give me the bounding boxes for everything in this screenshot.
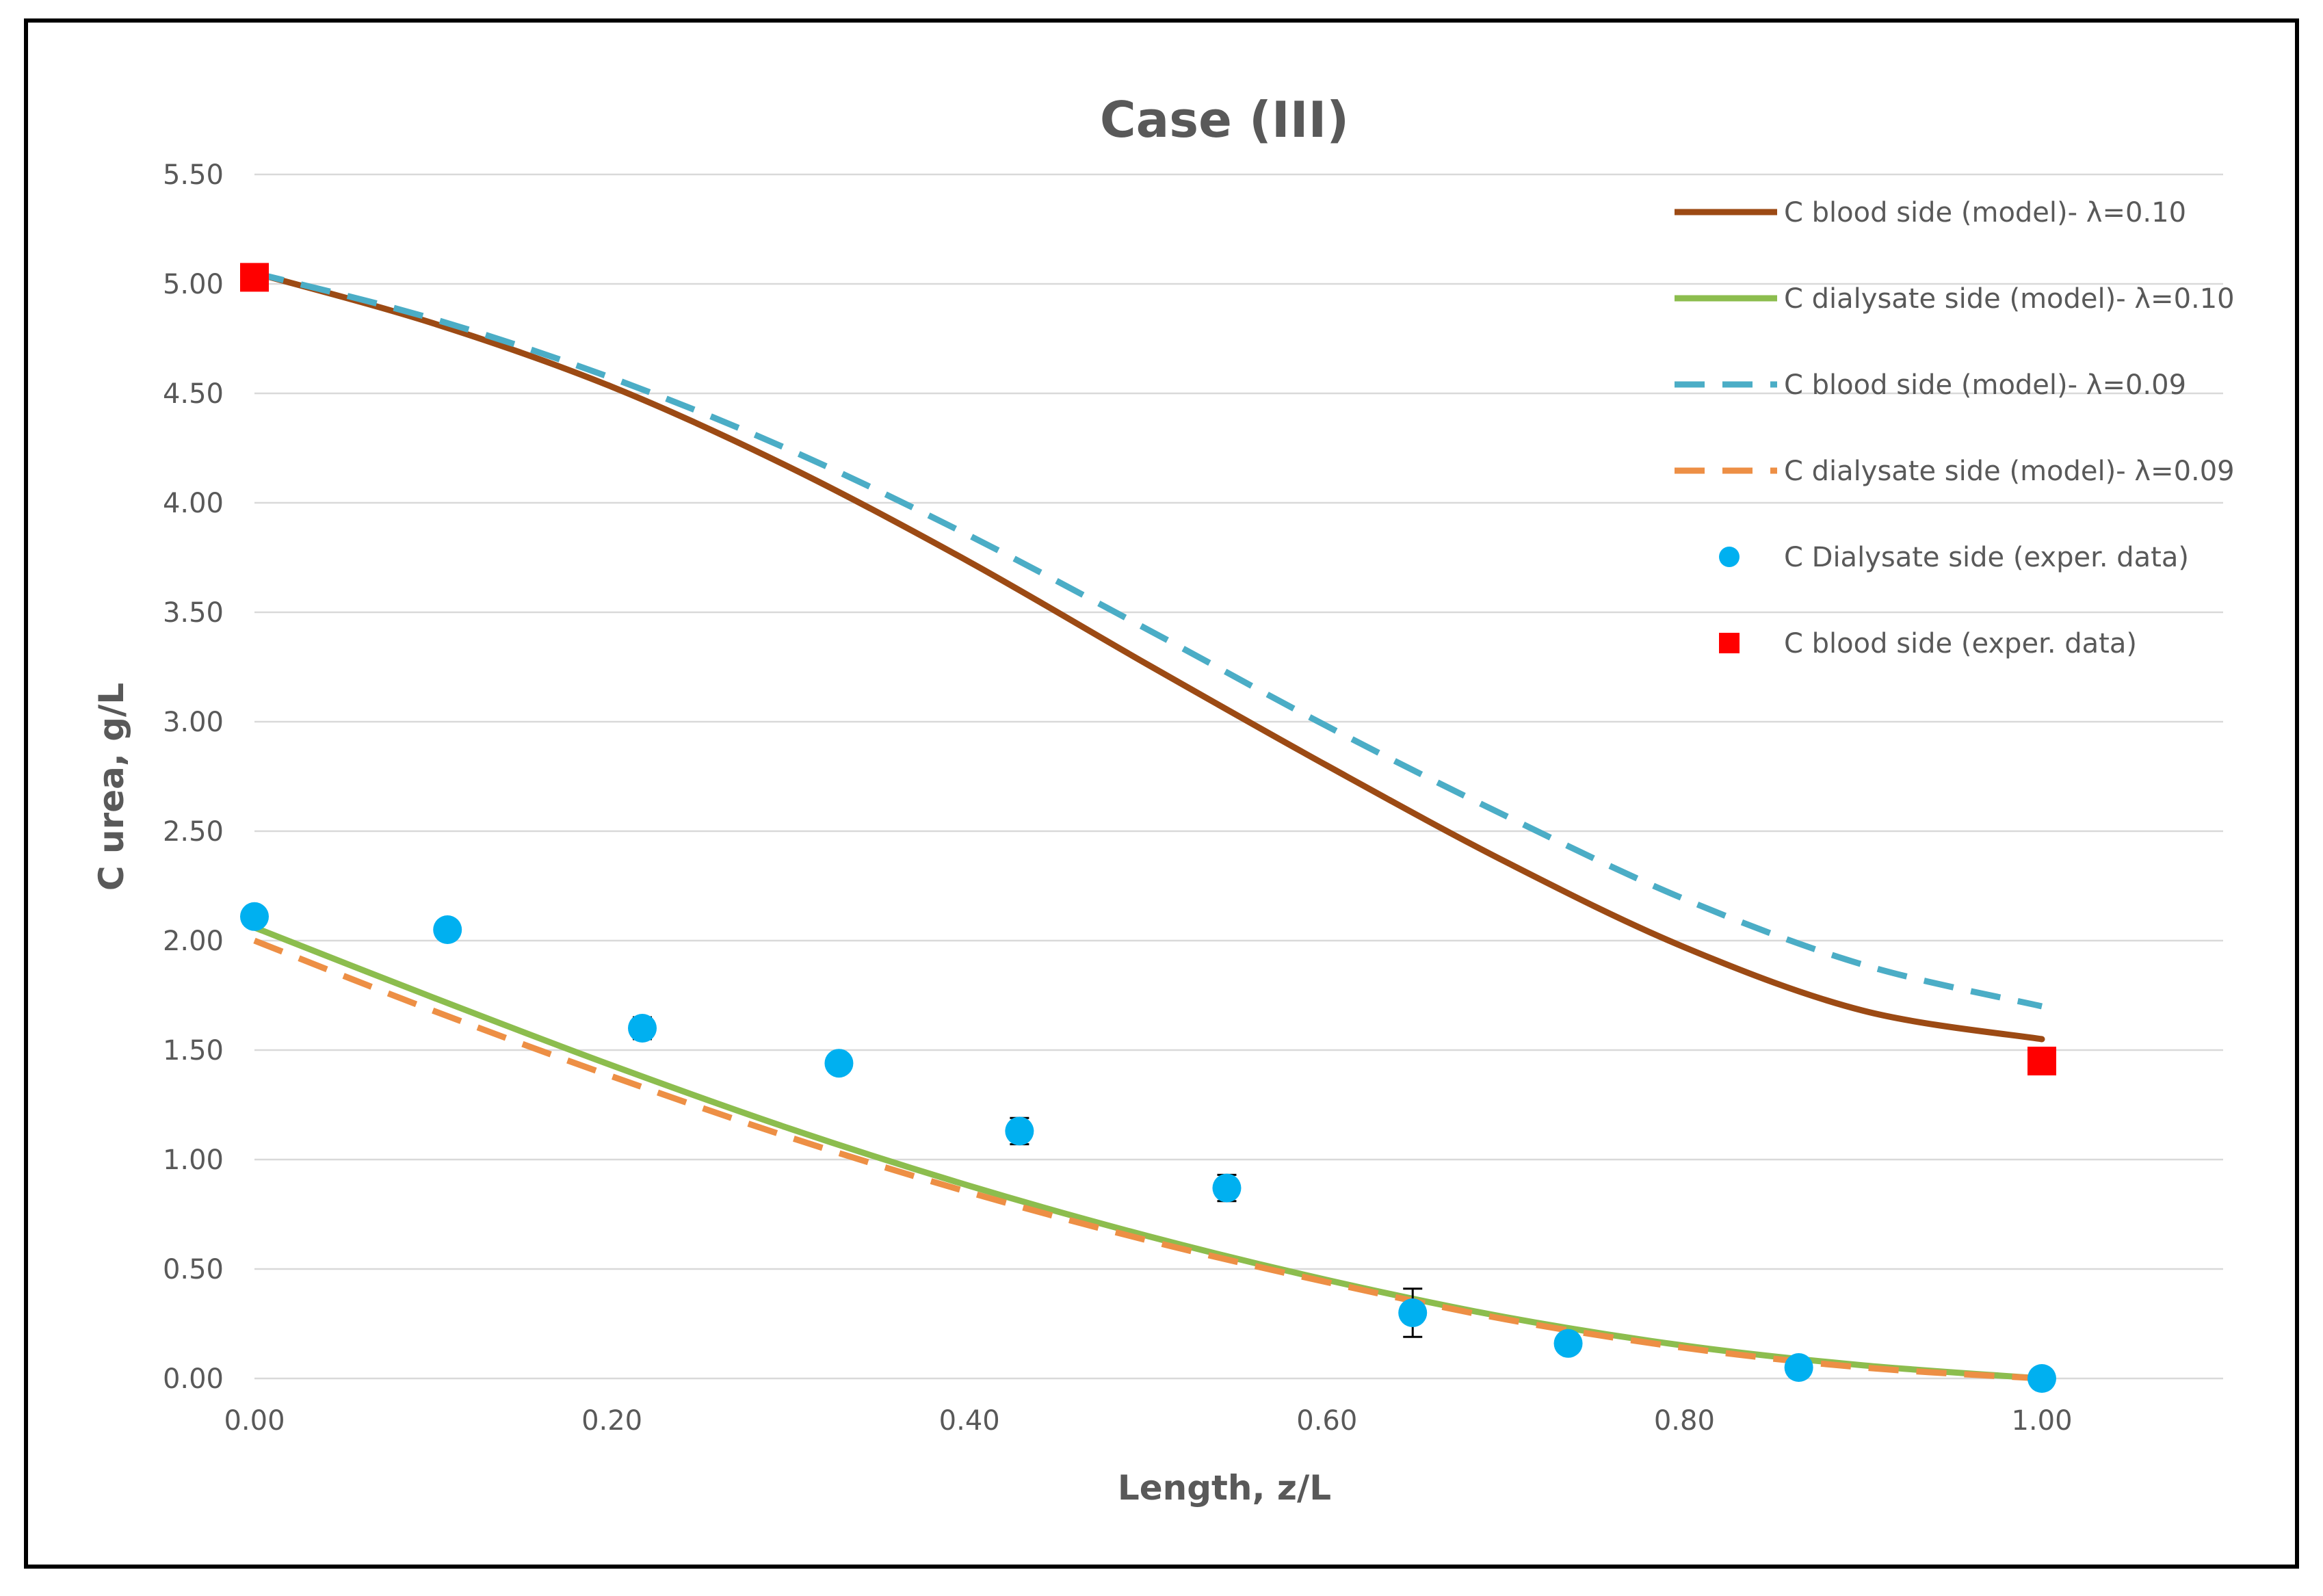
x-tick-label: 0.80 — [1654, 1405, 1715, 1437]
y-axis-title: C urea, g/L — [92, 683, 131, 891]
chart-title: Case (III) — [1100, 91, 1349, 148]
x-axis-ticks: 0.00 0.20 0.40 0.60 0.80 1.00 — [224, 1405, 2072, 1437]
legend-dialysate-model-0-09-label: C dialysate side (model)- λ=0.09 — [1784, 456, 2235, 487]
legend-dialysate-exper-label: C Dialysate side (exper. data) — [1784, 542, 2189, 573]
blood-data-point — [240, 263, 269, 292]
legend-blood-exper-label: C blood side (exper. data) — [1784, 628, 2137, 659]
dialysate-data-point — [1005, 1116, 1034, 1146]
x-tick-label: 0.00 — [224, 1405, 285, 1437]
y-tick-label: 2.50 — [163, 816, 224, 848]
legend-blood-model-0-09-label: C blood side (model)- λ=0.09 — [1784, 369, 2186, 401]
blood-data-point — [2027, 1047, 2056, 1075]
dialysate-data-point — [433, 915, 462, 944]
x-axis-title: Length, z/L — [1118, 1468, 1331, 1508]
y-tick-label: 5.00 — [163, 269, 224, 300]
series-group — [251, 270, 2045, 1382]
outer-frame — [24, 18, 2299, 1569]
y-tick-label: 1.50 — [163, 1035, 224, 1067]
y-tick-label: 4.00 — [163, 488, 224, 519]
x-tick-label: 1.00 — [2011, 1405, 2072, 1437]
legend: C blood side (model)- λ=0.10 C dialysate … — [1675, 197, 2235, 659]
grid-lines — [254, 173, 2223, 1380]
dialysate-data-point — [1212, 1173, 1242, 1203]
series-blood-model-0-09-line — [253, 270, 2043, 1010]
legend-dialysate-exper-swatch — [1719, 547, 1740, 567]
y-tick-label: 0.00 — [163, 1363, 224, 1395]
y-tick-label: 3.50 — [163, 597, 224, 629]
dialysate-data-point — [824, 1049, 854, 1078]
x-tick-label: 0.60 — [1296, 1405, 1357, 1437]
x-tick-label: 0.40 — [939, 1405, 1000, 1437]
y-axis-ticks: 0.00 0.50 1.00 1.50 2.00 2.50 3.00 3.50 4.00 4.50… — [163, 159, 224, 1395]
y-tick-label: 2.00 — [163, 926, 224, 957]
dialysate-data-point — [1398, 1298, 1428, 1327]
x-tick-label: 0.20 — [581, 1405, 642, 1437]
y-tick-label: 5.50 — [163, 159, 224, 191]
y-tick-label: 0.50 — [163, 1254, 224, 1285]
marker-group — [240, 263, 2056, 1393]
series-dialysate-model-0-09-line — [253, 937, 2043, 1382]
y-tick-label: 1.00 — [163, 1144, 224, 1176]
dialysate-data-point — [628, 1014, 657, 1043]
legend-dialysate-model-0-10-label: C dialysate side (model)- λ=0.10 — [1784, 283, 2235, 315]
dialysate-data-point — [2027, 1364, 2056, 1393]
series-blood-model-0-10-line — [251, 270, 2045, 1043]
dialysate-data-point — [1553, 1329, 1583, 1358]
dialysate-data-point — [240, 902, 269, 931]
dialysate-data-point — [1784, 1353, 1813, 1382]
legend-blood-exper-swatch — [1719, 633, 1740, 653]
y-tick-label: 3.00 — [163, 707, 224, 738]
legend-blood-model-0-10-label: C blood side (model)- λ=0.10 — [1784, 197, 2186, 228]
y-tick-label: 4.50 — [163, 378, 224, 410]
